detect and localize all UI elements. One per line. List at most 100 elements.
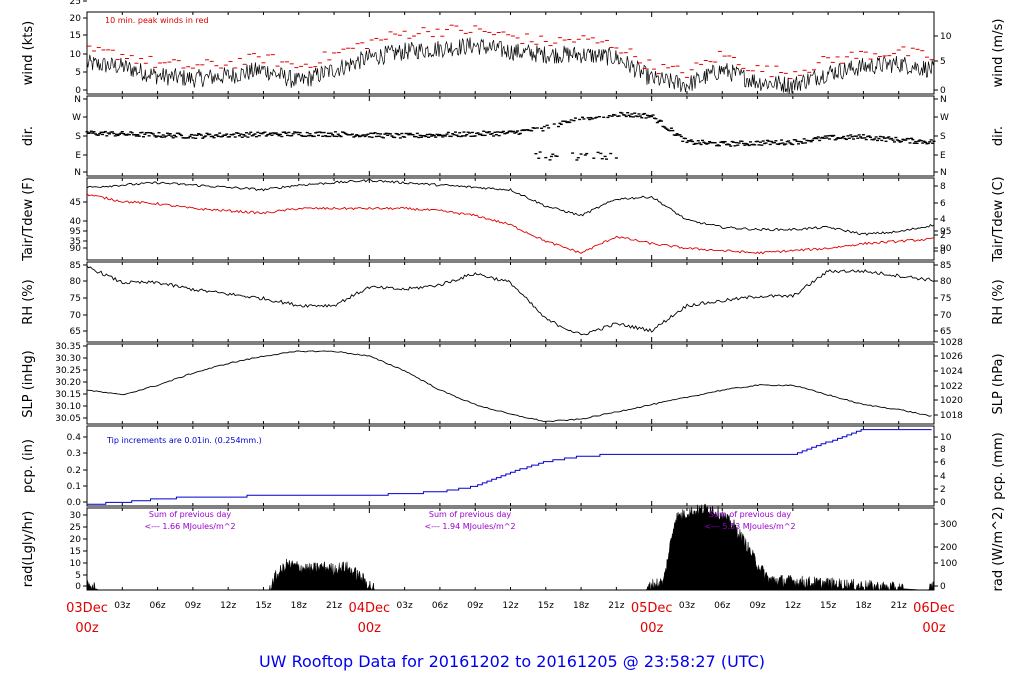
ytick-label-right: 2 [940, 485, 946, 495]
panel-frame-slp [86, 343, 935, 425]
chart-title: UW Rooftop Data for 20161202 to 20161205… [259, 652, 765, 671]
ytick-label: 30.10 [55, 402, 81, 412]
ytick-label: 35 [70, 237, 81, 247]
ytick-label-right: S [940, 132, 946, 142]
ytick-label: 80 [70, 277, 82, 287]
radiation-sum-label: Sum of previous day [149, 510, 231, 519]
ytick-label-right: 100 [940, 559, 957, 569]
ytick-label: 0.4 [67, 433, 82, 443]
ytick-label-right: 0 [940, 582, 946, 592]
ytick-label-right: 85 [940, 261, 951, 271]
ytick-label-right: 0 [940, 247, 946, 257]
ytick-label-right: 4 [940, 215, 946, 225]
radiation-sum-value: <--- 1.94 MJoules/m^2 [424, 522, 515, 531]
ylabel-dir: dir. [21, 126, 36, 146]
radiation-sum-value: <--- 1.66 MJoules/m^2 [144, 522, 235, 531]
xtick-label: 12z [785, 601, 801, 611]
wind-speed-line [86, 37, 935, 94]
ytick-label-right: 0 [940, 498, 946, 508]
dewpoint-line [86, 193, 935, 255]
ylabel-right-wind: wind (m/s) [991, 19, 1006, 88]
ytick-label: 0 [75, 582, 81, 592]
ylabel-right-rad: rad (W/m^2) [991, 507, 1006, 592]
xtick-label: 06z [714, 601, 730, 611]
air-temp-line [86, 178, 935, 236]
xtick-label: 03z [114, 601, 130, 611]
ytick-label-right: E [940, 151, 946, 161]
xtick-day-date: 03Dec [66, 601, 108, 616]
ylabel-right-pcp: pcp. (mm) [991, 432, 1006, 499]
ytick-label: 70 [70, 311, 82, 321]
ylabel-right-dir: dir. [991, 126, 1006, 146]
ytick-label-right: 1024 [940, 367, 963, 377]
xtick-label: 15z [255, 601, 271, 611]
ytick-label: 0 [75, 86, 81, 96]
xtick-day-date: 06Dec [913, 601, 955, 616]
precip-line [87, 429, 932, 505]
xtick-day-hour: 00z [922, 621, 946, 636]
pcp-annotation: Tip increments are 0.01in. (0.254mm.) [106, 436, 262, 445]
xtick-label: 21z [326, 601, 342, 611]
xtick-day-date: 04Dec [348, 601, 390, 616]
ytick-label: 45 [70, 198, 81, 208]
ytick-label: 30.30 [55, 354, 81, 364]
ytick-label-right: 65 [940, 327, 951, 337]
ylabel-pcp: pcp. (in) [21, 439, 36, 493]
xtick-label: 18z [573, 601, 589, 611]
ytick-label-right: 70 [940, 311, 952, 321]
panel-frame-rh [86, 261, 935, 343]
ylabel-right-temp: Tair/Tdew (C) [991, 176, 1006, 262]
ytick-label-right: N [940, 95, 947, 105]
xtick-label: 21z [891, 601, 907, 611]
ytick-label-right: 10 [940, 433, 952, 443]
xtick-label: 15z [820, 601, 836, 611]
ytick-label-right: N [940, 168, 947, 178]
ytick-label: 90 [70, 244, 82, 254]
ytick-label-right: W [940, 113, 949, 123]
xtick-label: 06z [432, 601, 448, 611]
ytick-label: 10 [70, 50, 82, 60]
ytick-label: 75 [70, 294, 81, 304]
ytick-label-right: 95 [940, 227, 951, 237]
ytick-label: 5 [75, 571, 81, 581]
ytick-label-right: 2 [940, 231, 946, 241]
ytick-label: 0.0 [67, 498, 82, 508]
ylabel-wind: wind (kts) [21, 21, 36, 85]
ytick-label: E [75, 151, 81, 161]
ytick-label-right: 8 [940, 445, 946, 455]
ytick-label: 0.1 [67, 482, 81, 492]
xtick-label: 18z [855, 601, 871, 611]
ylabel-right-slp: SLP (hPa) [991, 353, 1006, 414]
ytick-label-right: 10 [940, 32, 952, 42]
ytick-label: 30.25 [55, 366, 81, 376]
panel-frame-rad [86, 507, 935, 591]
ytick-label: 95 [70, 227, 81, 237]
ytick-label: 0.3 [67, 449, 81, 459]
ytick-label-right: 8 [940, 182, 946, 192]
ytick-label-right: 200 [940, 543, 957, 553]
ytick-label: N [74, 168, 81, 178]
ylabel-rh: RH (%) [21, 279, 36, 324]
ylabel-right-rh: RH (%) [991, 279, 1006, 324]
ylabel-temp: Tair/Tdew (F) [21, 177, 36, 262]
xtick-label: 06z [149, 601, 165, 611]
xtick-day-date: 05Dec [631, 601, 673, 616]
ytick-label: 65 [70, 327, 81, 337]
ytick-label-right: 1026 [940, 352, 963, 362]
ytick-label: 10 [70, 559, 82, 569]
xtick-label: 09z [467, 601, 483, 611]
xtick-label: 09z [749, 601, 765, 611]
radiation-sum-label: Sum of previous day [429, 510, 511, 519]
xtick-label: 15z [538, 601, 554, 611]
xtick-label: 09z [185, 601, 201, 611]
xtick-day-hour: 00z [75, 621, 99, 636]
radiation-sum-label: Sum of previous day [709, 510, 791, 519]
ytick-label-right: 6 [940, 458, 946, 468]
wind-annotation: 10 min. peak winds in red [105, 16, 209, 25]
ytick-label: 15 [70, 547, 81, 557]
ytick-label: S [75, 132, 81, 142]
ytick-label: 5 [75, 68, 81, 78]
ytick-label: 20 [70, 535, 82, 545]
ytick-label: 30.15 [55, 390, 81, 400]
ytick-label: 85 [70, 261, 81, 271]
